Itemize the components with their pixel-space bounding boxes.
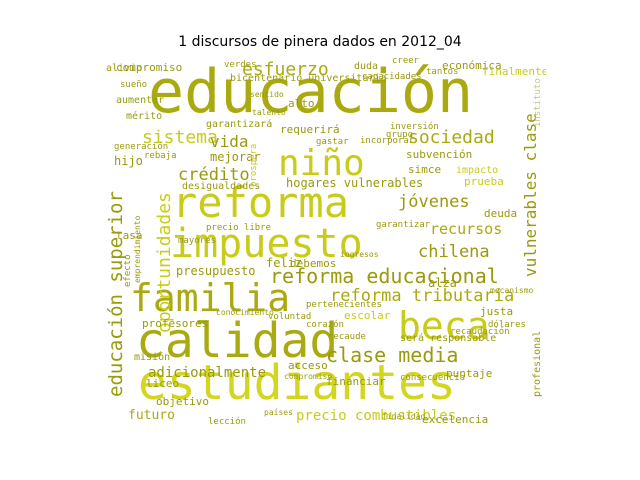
cloud-word: calidad (136, 313, 338, 369)
cloud-word: hijo (114, 154, 143, 168)
cloud-word: financiar (326, 375, 386, 388)
cloud-word: debemos (290, 257, 336, 270)
cloud-word: deuda (484, 207, 517, 220)
cloud-word: subvención (406, 148, 472, 161)
cloud-word: gastar (316, 137, 349, 147)
cloud-word: familia (130, 276, 290, 320)
cloud-word: voluntad (268, 312, 311, 322)
cloud-word: será responsable (400, 332, 496, 344)
cloud-word: crédito (178, 165, 250, 185)
cloud-word: alza (428, 276, 457, 290)
word-cloud: educación estudiantes calidad reforma impues… (100, 57, 546, 427)
cloud-word: esfuerzo (242, 59, 329, 80)
cloud-word: chilena (418, 242, 490, 262)
cloud-word: pertenecientes (306, 300, 382, 310)
chart-title: 1 discursos de pinera dados en 2012_04 (178, 34, 462, 50)
cloud-word: acceso (288, 359, 328, 372)
cloud-word: alto (288, 97, 315, 110)
cloud-word: mayores (178, 236, 216, 246)
cloud-word: sentido (250, 90, 284, 99)
cloud-word: grupo (386, 130, 413, 140)
cloud-word: efecto (123, 254, 133, 287)
cloud-word: objetivo (156, 395, 209, 408)
cloud-word: compromiso (116, 61, 182, 74)
cloud-word: liceo (146, 377, 179, 390)
cloud-word: inversión (390, 121, 439, 132)
cloud-word: oportunidades (154, 192, 175, 333)
cloud-word: prueba (464, 175, 504, 188)
cloud-word: generación (114, 141, 168, 152)
cloud-word: finalidad (382, 412, 426, 421)
cloud-word: duda (354, 61, 378, 72)
cloud-word: sociedad (408, 127, 495, 148)
cloud-word: talento (252, 108, 286, 117)
cloud-word: verdes (224, 60, 257, 70)
cloud-word: reforma tributaria (330, 286, 514, 306)
cloud-word: mérito (126, 110, 162, 122)
cloud-word: justa (480, 305, 513, 318)
cloud-word: beca (398, 304, 490, 348)
cloud-word: mejorar (210, 150, 261, 164)
cloud-word: tantos (426, 67, 459, 77)
cloud-word: alivio (106, 63, 142, 74)
cloud-word: instituto (533, 78, 543, 127)
cloud-word: compromiso (284, 372, 332, 381)
cloud-word: educación (148, 57, 473, 127)
cloud-word: impacto (456, 165, 498, 176)
cloud-word: aumentar (116, 95, 164, 106)
cloud-word: garantizará (206, 118, 272, 130)
cloud-word: conocimiento (216, 308, 274, 317)
cloud-word: feliz (266, 256, 302, 270)
cloud-word: impuesto (170, 221, 363, 267)
cloud-word: creer (392, 57, 420, 66)
cloud-word: puntaje (446, 367, 492, 380)
cloud-word: requerirá (280, 123, 340, 136)
cloud-word: reforma (172, 178, 349, 227)
cloud-word: vida (210, 132, 249, 151)
cloud-word: futuro (128, 408, 175, 423)
cloud-word: profesional (532, 331, 543, 397)
cloud-word: simce (408, 163, 441, 176)
cloud-word: adicionalmente (148, 365, 266, 381)
cloud-word: bicentenario universitaria (230, 73, 387, 84)
cloud-word: corazón (306, 319, 344, 330)
cloud-word: recaudación (450, 326, 510, 337)
cloud-word: reforma educacional (270, 264, 499, 288)
cloud-word: clase media (326, 343, 458, 367)
cloud-word: misión (134, 351, 170, 363)
cloud-word: jóvenes (398, 192, 470, 212)
cloud-word: presupuesto (176, 264, 255, 278)
cloud-word: rebaja (144, 151, 177, 161)
cloud-word: escolar (344, 309, 391, 322)
cloud-word: desigualdades (182, 181, 260, 192)
cloud-word: precio libre (206, 223, 271, 233)
cloud-word: estudiantes (138, 355, 456, 411)
cloud-word: hogares vulnerables (286, 176, 423, 190)
cloud-word: incorporar (360, 136, 415, 146)
cloud-word: prospera (249, 144, 259, 187)
cloud-word: garantizar (376, 220, 431, 230)
cloud-word: mecanismo (490, 286, 534, 295)
cloud-word: capacidades (362, 72, 422, 82)
cloud-word: dólares (488, 319, 526, 330)
cloud-word: consecuencia (400, 373, 465, 383)
cloud-word: sueño (120, 80, 147, 90)
cloud-word: profesores (142, 317, 208, 330)
cloud-word: emprendimiento (133, 215, 142, 283)
cloud-word: educación superior (105, 191, 127, 397)
cloud-word: niño (278, 143, 365, 184)
cloud-word: tasa (116, 229, 143, 242)
cloud-word: países (264, 408, 293, 417)
cloud-word: excelencia (422, 413, 488, 426)
cloud-word: económica (442, 59, 502, 72)
cloud-word: recursos (430, 220, 502, 238)
cloud-word: ingresos (340, 250, 379, 259)
cloud-word: finalmente (482, 65, 546, 78)
cloud-word: sistema (142, 127, 218, 148)
cloud-word: precio combustibles (296, 408, 456, 424)
cloud-word: lección (208, 416, 246, 427)
cloud-word: vulnerables clase (521, 113, 540, 277)
cloud-word: recaude (328, 332, 366, 342)
